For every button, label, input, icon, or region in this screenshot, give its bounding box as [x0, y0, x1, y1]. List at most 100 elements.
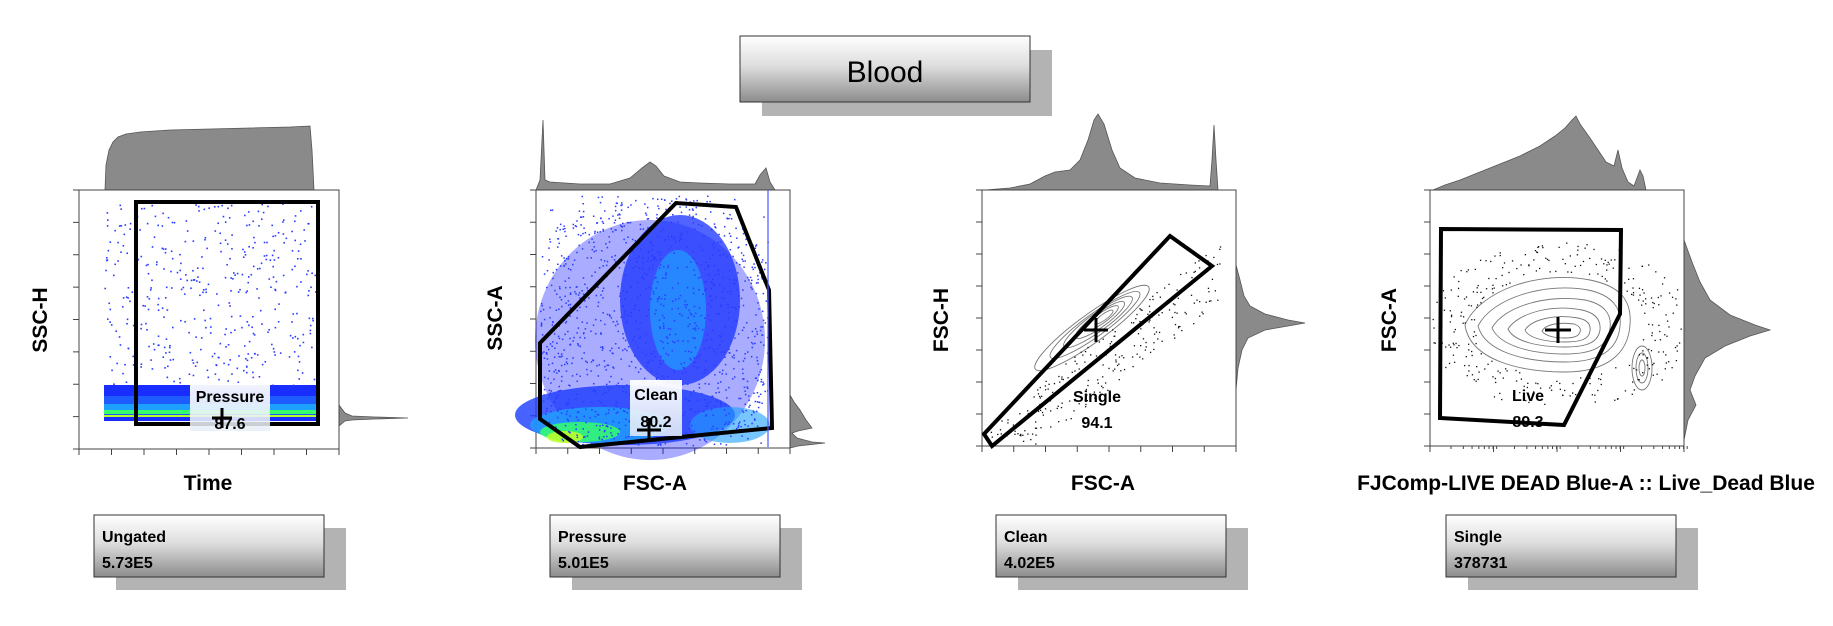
event-dot [711, 428, 713, 430]
event-dot [669, 333, 671, 336]
event-dot [219, 242, 222, 245]
event-dot [743, 378, 745, 380]
event-dot [1462, 316, 1465, 318]
event-dot [705, 440, 708, 443]
event-dot [731, 326, 733, 329]
event-dot [678, 195, 681, 198]
event-dot [684, 300, 687, 303]
event-dot [549, 306, 551, 309]
event-dot [582, 428, 585, 430]
event-dot [662, 228, 664, 230]
event-dot [581, 248, 584, 250]
event-dot [1475, 342, 1477, 345]
event-dot [763, 344, 765, 346]
event-dot [179, 253, 181, 256]
event-dot [622, 390, 624, 393]
gate-clean[interactable] [538, 200, 775, 450]
event-dot [562, 228, 564, 230]
event-dot [693, 257, 695, 260]
event-dot [585, 408, 587, 411]
event-dot [757, 379, 759, 382]
event-dot [586, 435, 589, 437]
event-dot [740, 252, 743, 254]
event-dot [311, 346, 313, 349]
event-dot [612, 321, 615, 323]
event-dot [1487, 363, 1489, 365]
event-dot [586, 368, 588, 371]
event-dot [757, 363, 759, 365]
event-dot [641, 276, 644, 279]
event-dot [543, 357, 546, 359]
event-dot [1452, 342, 1454, 344]
event-dot [618, 347, 620, 349]
event-dot [261, 363, 264, 366]
event-dot [227, 207, 229, 210]
event-dot [556, 416, 559, 419]
event-dot [612, 420, 614, 423]
event-dot [1448, 362, 1451, 365]
event-dot [719, 344, 721, 346]
event-dot [1458, 344, 1460, 347]
gate-live[interactable] [1437, 226, 1624, 428]
event-dot [213, 352, 216, 355]
event-dot [1660, 295, 1662, 297]
event-dot [1130, 322, 1133, 324]
event-dot [1208, 300, 1211, 302]
event-dot [600, 319, 602, 322]
event-dot [729, 293, 732, 296]
event-dot [1067, 377, 1069, 379]
event-dot [1628, 278, 1630, 281]
event-dot [657, 297, 660, 300]
event-dot [119, 344, 122, 346]
event-dot [681, 383, 684, 386]
event-dot [1180, 273, 1182, 276]
event-dot [633, 304, 636, 307]
event-dot [642, 267, 644, 270]
event-dot [1657, 296, 1659, 299]
event-dot [1569, 395, 1571, 397]
event-dot [556, 293, 558, 295]
event-dot [605, 392, 607, 394]
event-dot [264, 361, 267, 363]
event-dot [706, 264, 709, 266]
event-dot [623, 316, 625, 318]
event-dot [137, 258, 140, 261]
event-dot [593, 250, 595, 253]
event-dot [580, 234, 582, 237]
event-dot [1098, 341, 1101, 343]
event-dot [1642, 354, 1644, 356]
event-dot [686, 231, 689, 233]
gate-single[interactable] [981, 233, 1216, 449]
event-dot [712, 283, 715, 286]
event-dot [660, 264, 662, 266]
event-dot [199, 294, 201, 297]
event-dot [1523, 273, 1525, 276]
event-dot [1520, 264, 1522, 266]
event-dot [1462, 322, 1464, 324]
event-dot [579, 375, 581, 377]
event-dot [632, 250, 635, 253]
event-dot [1449, 310, 1451, 312]
event-dot [637, 328, 640, 330]
event-dot [540, 310, 542, 313]
event-dot [629, 421, 631, 423]
event-dot [1663, 277, 1666, 279]
event-dot [760, 369, 763, 371]
event-dot [1533, 391, 1535, 393]
event-dot [1174, 323, 1177, 326]
event-dot [645, 315, 648, 317]
event-dot [622, 290, 624, 292]
event-dot [669, 202, 671, 205]
event-dot [751, 422, 753, 425]
event-dot [585, 421, 587, 424]
event-dot [252, 376, 255, 379]
event-dot [641, 261, 644, 264]
event-dot [658, 296, 661, 298]
event-dot [1193, 271, 1195, 274]
event-dot [741, 329, 744, 332]
event-dot [171, 257, 174, 260]
event-dot [588, 297, 590, 299]
event-dot [1087, 379, 1089, 382]
event-dot [587, 289, 589, 292]
event-dot [713, 242, 715, 245]
